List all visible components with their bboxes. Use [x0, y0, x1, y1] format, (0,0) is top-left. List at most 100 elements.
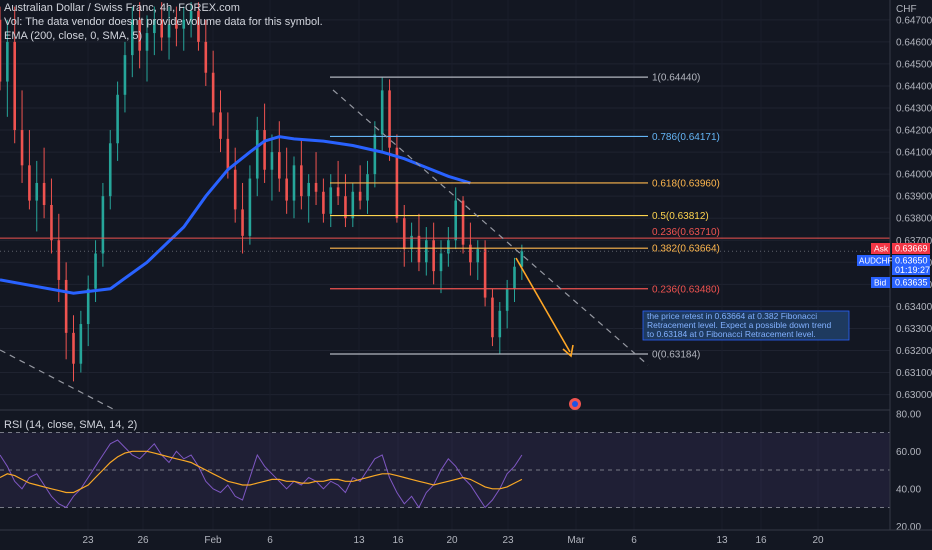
horizontal-level-label: 0.236(0.63710) — [652, 227, 720, 238]
rsi-tick-label: 60.00 — [896, 447, 921, 458]
ema-legend[interactable]: EMA (200, close, 0, SMA, 5) — [4, 30, 143, 42]
candle-body — [388, 90, 391, 148]
candle-body — [358, 191, 362, 201]
event-marker-icon[interactable] — [569, 398, 581, 410]
candle-body — [13, 41, 16, 131]
candle-body — [520, 251, 524, 267]
candle-body — [182, 19, 186, 29]
time-tick-label: 20 — [812, 535, 824, 546]
trendline-main-dashed[interactable] — [332, 89, 649, 366]
candle-body — [432, 240, 435, 272]
candle-body — [439, 253, 443, 272]
rsi-tick-label: 20.00 — [896, 522, 921, 533]
candle-body — [0, 19, 2, 82]
candle-body — [292, 165, 296, 201]
candle-body — [175, 24, 178, 29]
candle-body — [116, 94, 119, 144]
svg-text:Bid: Bid — [874, 278, 887, 288]
bid-price-tag: Bid 0.63635 — [871, 277, 930, 288]
candle-body — [344, 196, 347, 219]
time-tick-label: 6 — [267, 535, 273, 546]
candle-body — [300, 165, 303, 197]
candle-body — [160, 19, 163, 38]
candle-body — [20, 130, 24, 166]
candle-body — [278, 152, 281, 179]
projection-arrow-line[interactable] — [515, 257, 571, 353]
candle-body — [366, 174, 369, 201]
candle-body — [373, 134, 377, 175]
candle-body — [248, 178, 252, 236]
price-tick-label: 0.63800 — [896, 214, 932, 225]
candle-body — [57, 240, 61, 280]
candles-group — [0, 2, 524, 382]
time-gridlines — [87, 0, 819, 530]
fib-level-label: 0.382(0.63664) — [652, 244, 720, 255]
rsi-legend[interactable]: RSI (14, close, SMA, 14, 2) — [4, 419, 138, 431]
candle-body — [79, 324, 83, 364]
annotation-line-2: Retracement level. Expect a possible dow… — [647, 320, 832, 330]
candle-body — [417, 235, 421, 263]
candle-body — [454, 200, 457, 241]
candle-body — [131, 19, 134, 56]
time-tick-label: 6 — [631, 535, 637, 546]
candle-body — [505, 288, 509, 311]
svg-text:Ask: Ask — [874, 244, 889, 254]
price-tick-label: 0.63900 — [896, 192, 932, 203]
symbol-legend[interactable]: Australian Dollar / Swiss Franc, 4h, FOR… — [4, 2, 240, 14]
candle-body — [189, 11, 193, 20]
fib-level-label: 0.5(0.63812) — [652, 211, 709, 222]
time-tick-label: 20 — [446, 535, 458, 546]
time-tick-label: 16 — [392, 535, 404, 546]
candle-body — [425, 240, 428, 263]
candle-body — [329, 187, 333, 214]
volume-legend[interactable]: Vol: The data vendor doesn't provide vol… — [4, 16, 323, 28]
candle-body — [204, 41, 208, 73]
price-tick-label: 0.63700 — [896, 236, 932, 247]
time-tick-label: 23 — [502, 535, 514, 546]
rsi-background-band — [0, 432, 890, 508]
ema-line — [0, 135, 471, 295]
candle-body — [211, 72, 215, 113]
price-tick-label: 0.64300 — [896, 104, 932, 115]
candle-body — [461, 200, 465, 245]
price-tick-label: 0.63300 — [896, 324, 932, 335]
rsi-ma-line — [0, 450, 523, 494]
fib-level-label: 0(0.63184) — [652, 350, 700, 361]
candle-body — [226, 138, 230, 170]
candle-body — [380, 90, 384, 135]
symbol-price-tag: AUDCHF 0.63650 01:19:27 — [857, 255, 930, 275]
ask-price-tag: Ask 0.63669 — [871, 243, 930, 254]
annotation-line-1: the price retest in 0.63664 at 0.382 Fib… — [647, 311, 817, 321]
candle-body — [322, 191, 325, 214]
currency-label: CHF — [896, 4, 917, 15]
price-tick-label: 0.64000 — [896, 170, 932, 181]
candle-body — [233, 169, 237, 210]
annotation-line-3: to 0.63184 at 0 Fibonacci Retracement le… — [647, 329, 816, 339]
candle-body — [50, 205, 53, 241]
time-tick-label: 13 — [716, 535, 728, 546]
candle-body — [410, 235, 413, 250]
candle-body — [145, 33, 149, 51]
time-tick-label: 26 — [137, 535, 149, 546]
rsi-axis-ticks: 80.00 60.00 40.00 20.00 — [896, 409, 921, 533]
candle-body — [336, 187, 340, 197]
candle-body — [86, 288, 90, 325]
price-tick-label: 0.63000 — [896, 390, 932, 401]
fibonacci-retracement[interactable] — [0, 76, 890, 355]
candle-body — [28, 165, 31, 201]
time-tick-label: 13 — [353, 535, 365, 546]
candle-body — [197, 11, 200, 42]
svg-text:0.63669: 0.63669 — [895, 244, 928, 254]
candle-body — [498, 310, 502, 338]
annotation-callout[interactable]: the price retest in 0.63664 at 0.382 Fib… — [642, 310, 850, 341]
svg-text:0.63650: 0.63650 — [895, 256, 928, 266]
rsi-tick-label: 40.00 — [896, 484, 921, 495]
price-tick-label: 0.64400 — [896, 81, 932, 92]
time-tick-label: 23 — [82, 535, 94, 546]
fib-level-label: 1(0.64440) — [652, 73, 700, 84]
candle-body — [42, 182, 46, 205]
rsi-line — [0, 439, 523, 509]
fib-level-label: 0.786(0.64171) — [652, 132, 720, 143]
time-tick-label: Mar — [567, 535, 585, 546]
